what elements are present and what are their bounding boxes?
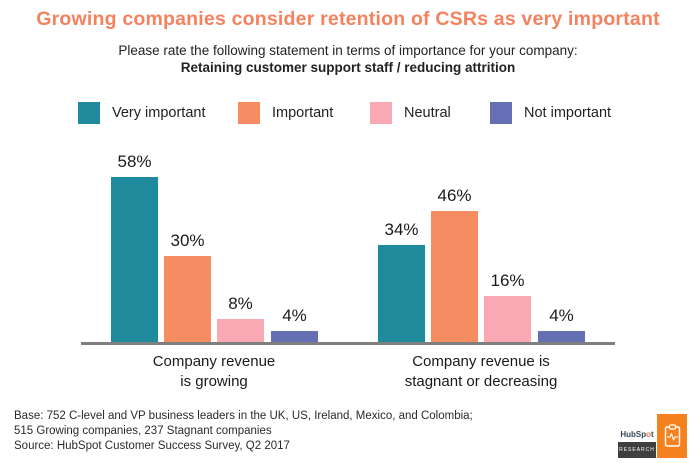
survey-question-text: Please rate the following statement in t…: [118, 43, 578, 58]
legend-swatch-very-important: [78, 101, 100, 124]
bar-important-group-1: [164, 256, 211, 342]
bar-value-label: 30%: [170, 231, 205, 250]
category-label-line: stagnant or decreasing: [404, 372, 558, 390]
legend-label: Neutral: [404, 104, 451, 121]
legend-item-very-important: Very important: [78, 101, 206, 124]
category-label-line: Company revenue is: [412, 353, 550, 370]
legend-item-not-important: Not important: [490, 101, 611, 124]
footnote-base: Base: 752 C-level and VP business leader…: [14, 410, 473, 422]
hubspot-research-logo: HubSpot RESEARCH: [618, 414, 687, 458]
footnote-sample: 515 Growing companies, 237 Stagnant comp…: [14, 425, 272, 437]
page-title: Growing companies consider retention of …: [36, 8, 660, 30]
footnote-source: Source: HubSpot Customer Success Survey,…: [14, 440, 290, 452]
bar-value-label: 16%: [490, 271, 525, 290]
category-label-group-1: Company revenue is growing: [104, 352, 324, 391]
bar-value-label: 8%: [228, 294, 253, 313]
legend-label: Important: [272, 104, 334, 121]
bar-value-label: 34%: [384, 220, 419, 239]
bar-not-important-group-2: [538, 331, 585, 342]
sprocket-icon: o: [646, 430, 651, 439]
bar-value-label: 58%: [117, 152, 152, 171]
clipboard-icon: [657, 414, 687, 458]
research-label: RESEARCH: [618, 442, 656, 458]
bar-value-label: 4%: [282, 306, 307, 325]
hubspot-wordmark: HubSpot: [620, 430, 654, 439]
legend-swatch-neutral: [370, 101, 392, 124]
bar-very-important-group-1: [111, 177, 158, 342]
category-label-group-2: Company revenue is stagnant or decreasing: [371, 352, 591, 391]
category-label-line: is growing: [180, 372, 248, 390]
legend-swatch-important: [238, 101, 260, 124]
survey-question: Please rate the following statement in t…: [0, 42, 696, 76]
bar-value-label: 46%: [437, 186, 472, 205]
legend-item-neutral: Neutral: [370, 101, 451, 124]
category-label-line: Company revenue: [152, 353, 276, 370]
survey-statement-text: Retaining customer support staff / reduc…: [180, 60, 516, 75]
hubspot-logo-text-block: HubSpot RESEARCH: [618, 414, 656, 458]
bar-very-important-group-2: [378, 245, 425, 342]
bar-important-group-2: [431, 211, 478, 342]
footnote: Base: 752 C-level and VP business leader…: [14, 409, 473, 454]
legend-item-important: Important: [238, 101, 333, 124]
x-axis-line: [81, 342, 615, 345]
legend-label: Very important: [112, 104, 206, 121]
bar-value-label: 4%: [549, 306, 574, 325]
legend-swatch-not-important: [490, 101, 512, 124]
legend-label: Not important: [524, 104, 612, 121]
bar-neutral-group-2: [484, 296, 531, 342]
bar-neutral-group-1: [217, 319, 264, 342]
bar-not-important-group-1: [271, 331, 318, 342]
